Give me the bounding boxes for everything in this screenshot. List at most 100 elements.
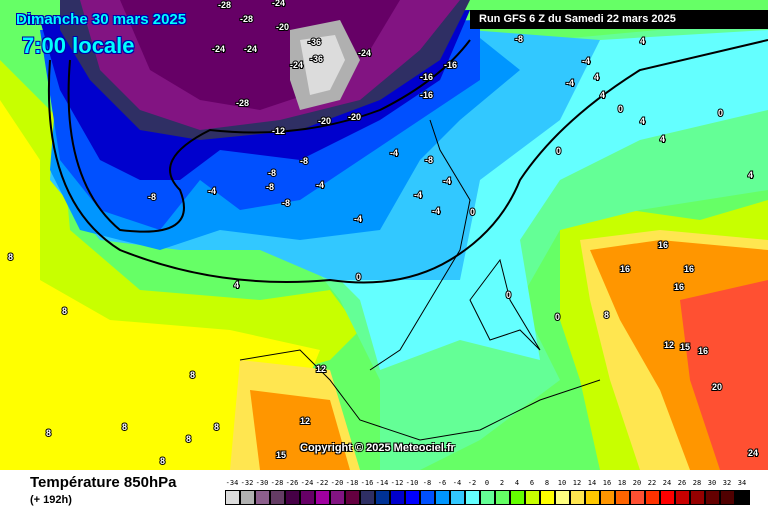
isotherm-label: -4 — [443, 176, 451, 186]
legend-tick: -16 — [360, 479, 374, 487]
isotherm-label: 0 — [718, 108, 723, 118]
legend-tick: -2 — [467, 479, 477, 487]
legend-swatch — [660, 490, 675, 505]
legend-swatch — [360, 490, 375, 505]
isotherm-label: -24 — [212, 44, 225, 54]
legend-swatch — [330, 490, 345, 505]
isotherm-label: -16 — [444, 60, 457, 70]
legend-swatch — [630, 490, 645, 505]
legend-tick: -6 — [437, 479, 447, 487]
isotherm-label: -24 — [272, 0, 285, 8]
isotherm-label: -4 — [566, 78, 574, 88]
isotherm-label: 4 — [594, 72, 599, 82]
isotherm-label: 4 — [660, 134, 665, 144]
isotherm-label: 4 — [600, 90, 605, 100]
isotherm-label: 15 — [276, 450, 286, 460]
isotherm-label: -20 — [276, 22, 289, 32]
legend-swatch — [270, 490, 285, 505]
zone-orange-south — [250, 390, 350, 470]
isotherm-label: -8 — [425, 155, 433, 165]
isotherm-label: 4 — [640, 116, 645, 126]
legend-tick: 20 — [632, 479, 642, 487]
legend-tick: -4 — [452, 479, 462, 487]
isotherm-label: -24 — [244, 44, 257, 54]
isotherm-label: 12 — [300, 416, 310, 426]
legend-tick: 12 — [572, 479, 582, 487]
temperature-map: -28 -28 -24 -24 -20 -24 -36 -24 -36 -24 -28 -16 -12 -… — [0, 0, 768, 470]
isotherm-label: -24 — [290, 60, 303, 70]
legend-tick: 0 — [484, 479, 490, 487]
legend-tick: -12 — [390, 479, 404, 487]
isotherm-label: -8 — [148, 192, 156, 202]
isotherm-label: -4 — [432, 206, 440, 216]
isotherm-label: -36 — [308, 37, 321, 47]
isotherm-label: 4 — [748, 170, 753, 180]
isotherm-label: -12 — [272, 126, 285, 136]
legend-tick: 18 — [617, 479, 627, 487]
isotherm-label: 16 — [620, 264, 630, 274]
isotherm-label: -36 — [310, 54, 323, 64]
isotherm-label: -8 — [266, 182, 274, 192]
isotherm-label: -8 — [282, 198, 290, 208]
legend-swatch — [225, 490, 240, 505]
legend-swatch — [375, 490, 390, 505]
legend-tick: 10 — [557, 479, 567, 487]
legend-tick: -20 — [330, 479, 344, 487]
isotherm-label: -24 — [358, 48, 371, 58]
legend-swatch — [615, 490, 630, 505]
forecast-time: 7:00 locale — [22, 33, 135, 58]
legend-tick: -10 — [405, 479, 419, 487]
isotherm-label: -28 — [218, 0, 231, 10]
isotherm-label: 16 — [658, 240, 668, 250]
isotherm-label: 24 — [748, 448, 758, 458]
isotherm-label: 8 — [8, 252, 13, 262]
legend-swatch — [390, 490, 405, 505]
legend-tick: 26 — [677, 479, 687, 487]
forecast-offset: (+ 192h) — [30, 494, 72, 506]
isotherm-label: 0 — [356, 272, 361, 282]
legend-tick: -22 — [315, 479, 329, 487]
isotherm-label: 0 — [555, 312, 560, 322]
isotherm-label: 16 — [684, 264, 694, 274]
legend-tick: 32 — [722, 479, 732, 487]
legend-tick: 22 — [647, 479, 657, 487]
legend-tick: 2 — [499, 479, 505, 487]
legend-tick: 14 — [587, 479, 597, 487]
legend-swatch — [555, 490, 570, 505]
isotherm-label: -20 — [318, 116, 331, 126]
isotherm-label: 12 — [316, 364, 326, 374]
isotherm-label: 0 — [506, 290, 511, 300]
isotherm-label: 8 — [186, 434, 191, 444]
legend-tick: -14 — [375, 479, 389, 487]
legend-tick: 28 — [692, 479, 702, 487]
isotherm-label: -8 — [268, 168, 276, 178]
legend-swatch — [435, 490, 450, 505]
copyright: Copyright © 2025 Meteociel.fr — [300, 442, 455, 454]
legend-tick: -32 — [240, 479, 254, 487]
legend-swatch — [585, 490, 600, 505]
zone-light-gray — [300, 35, 345, 95]
legend-swatch — [465, 490, 480, 505]
legend-tick: 16 — [602, 479, 612, 487]
isotherm-label: -28 — [240, 14, 253, 24]
isotherm-label: -4 — [390, 148, 398, 158]
legend-swatch — [450, 490, 465, 505]
isotherm-label: -4 — [414, 190, 422, 200]
legend-swatch — [510, 490, 525, 505]
legend-tick: 24 — [662, 479, 672, 487]
legend-swatch — [690, 490, 705, 505]
isotherm-label: -16 — [420, 72, 433, 82]
legend-swatch — [735, 490, 750, 505]
isotherm-label: -4 — [582, 56, 590, 66]
isotherm-label: -4 — [354, 214, 362, 224]
isotherm-label: -8 — [300, 156, 308, 166]
legend-swatch — [420, 490, 435, 505]
run-info: Run GFS 6 Z du Samedi 22 mars 2025 — [470, 10, 768, 29]
legend-swatch — [315, 490, 330, 505]
isotherm-label: 8 — [214, 422, 219, 432]
isotherm-label: 12 — [664, 340, 674, 350]
isotherm-label: 8 — [46, 428, 51, 438]
legend-swatch — [480, 490, 495, 505]
isotherm-label: -4 — [208, 186, 216, 196]
isotherm-label: 8 — [604, 310, 609, 320]
